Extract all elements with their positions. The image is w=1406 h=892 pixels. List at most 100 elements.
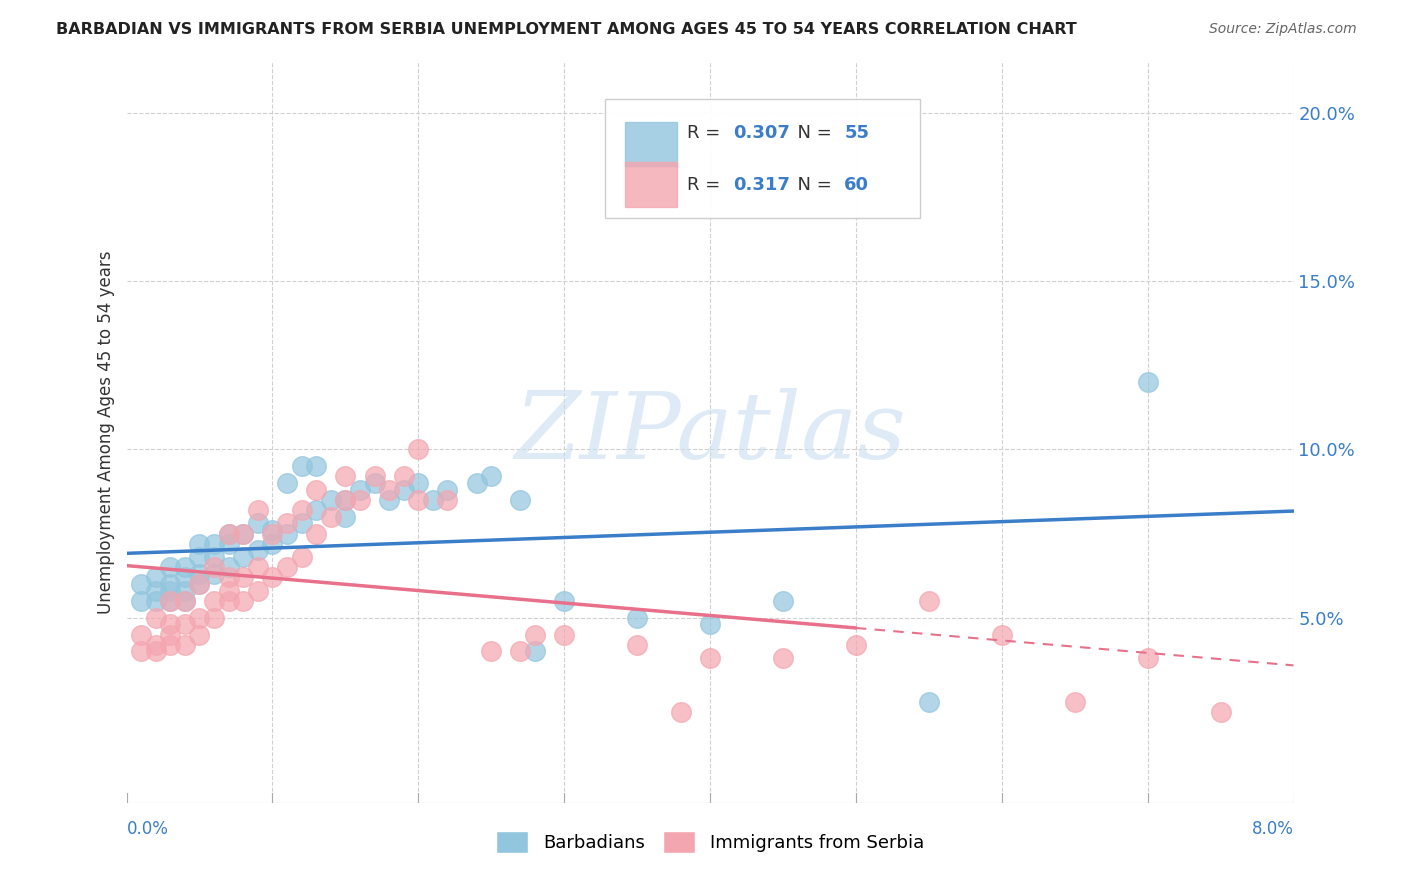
Point (523, 627, 546, 641)
Point (159, 638, 181, 652)
Point (218, 526, 240, 541)
Point (436, 492, 458, 507)
Point (232, 594, 254, 608)
Point (408, 492, 430, 507)
Point (479, 469, 502, 483)
Point (1136, 651, 1159, 665)
Point (159, 583, 181, 598)
FancyBboxPatch shape (624, 121, 678, 166)
Point (319, 509, 342, 524)
Text: 0.0%: 0.0% (127, 820, 169, 838)
Point (174, 560, 197, 574)
Point (188, 627, 211, 641)
Point (188, 550, 211, 565)
Point (188, 536, 211, 550)
Point (232, 570, 254, 584)
Point (1136, 375, 1159, 389)
Point (129, 627, 152, 641)
Point (202, 560, 225, 574)
Point (202, 610, 225, 624)
Point (465, 476, 488, 491)
Text: 55: 55 (844, 124, 869, 142)
Point (174, 594, 197, 608)
FancyBboxPatch shape (624, 162, 678, 207)
Point (202, 594, 225, 608)
Text: 0.317: 0.317 (734, 176, 790, 194)
Point (408, 442, 430, 457)
Point (408, 476, 430, 491)
Point (335, 492, 357, 507)
Point (218, 594, 240, 608)
Point (363, 476, 385, 491)
Point (145, 570, 167, 584)
Point (129, 577, 152, 591)
Point (262, 536, 284, 550)
Point (262, 523, 284, 537)
Text: 8.0%: 8.0% (1251, 820, 1294, 838)
Point (990, 627, 1012, 641)
Point (422, 492, 444, 507)
Text: Source: ZipAtlas.com: Source: ZipAtlas.com (1209, 22, 1357, 37)
Point (262, 526, 284, 541)
Point (626, 610, 648, 624)
Point (290, 503, 312, 517)
Text: N =: N = (786, 124, 838, 142)
Point (246, 503, 269, 517)
Point (232, 526, 254, 541)
Point (246, 583, 269, 598)
Point (246, 560, 269, 574)
Point (319, 492, 342, 507)
Point (232, 526, 254, 541)
Point (918, 695, 941, 709)
Text: BARBADIAN VS IMMIGRANTS FROM SERBIA UNEMPLOYMENT AMONG AGES 45 TO 54 YEARS CORRE: BARBADIAN VS IMMIGRANTS FROM SERBIA UNEM… (56, 22, 1077, 37)
Point (218, 583, 240, 598)
Point (145, 610, 167, 624)
Point (218, 526, 240, 541)
Point (349, 492, 371, 507)
Point (159, 627, 181, 641)
Point (436, 483, 458, 497)
Point (699, 651, 721, 665)
Point (626, 638, 648, 652)
Point (918, 594, 941, 608)
Text: R =: R = (686, 176, 731, 194)
Point (335, 509, 357, 524)
Point (392, 483, 415, 497)
Point (305, 503, 328, 517)
Point (553, 627, 575, 641)
Point (129, 594, 152, 608)
Point (509, 492, 531, 507)
Point (479, 644, 502, 658)
Point (509, 644, 531, 658)
Point (129, 644, 152, 658)
Point (392, 469, 415, 483)
Point (363, 469, 385, 483)
Point (699, 617, 721, 632)
Point (174, 570, 197, 584)
Point (188, 577, 211, 591)
Point (290, 459, 312, 474)
Point (188, 566, 211, 581)
Text: 0.307: 0.307 (734, 124, 790, 142)
Point (202, 566, 225, 581)
Point (246, 516, 269, 531)
Point (159, 560, 181, 574)
Point (772, 651, 794, 665)
Text: 60: 60 (844, 176, 869, 194)
Point (276, 476, 298, 491)
Point (669, 705, 692, 719)
Text: R =: R = (686, 124, 725, 142)
FancyBboxPatch shape (605, 99, 920, 218)
Point (174, 583, 197, 598)
Point (145, 594, 167, 608)
Point (1063, 695, 1085, 709)
Point (188, 577, 211, 591)
Point (218, 570, 240, 584)
Point (305, 483, 328, 497)
Point (159, 594, 181, 608)
Point (290, 516, 312, 531)
Point (174, 638, 197, 652)
Point (349, 483, 371, 497)
Point (290, 550, 312, 565)
Point (845, 638, 868, 652)
